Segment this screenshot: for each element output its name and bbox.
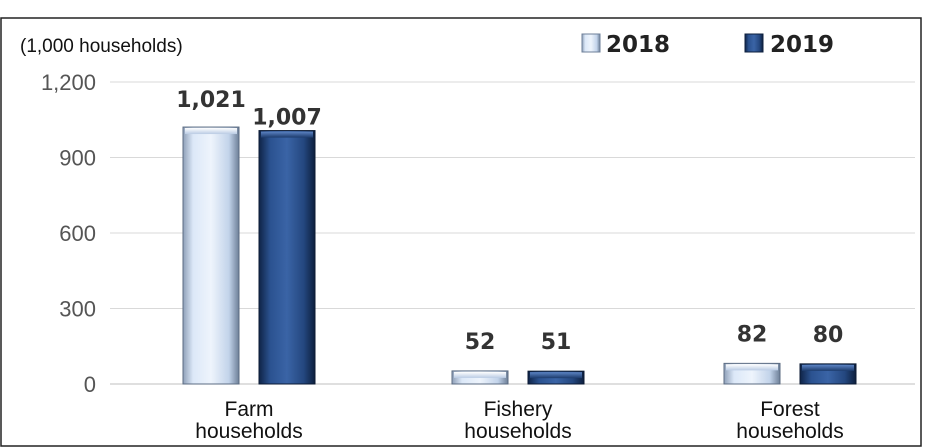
category-labels: Farm households Fishery households Forest hou… bbox=[195, 398, 843, 443]
value-label-2019-2: 80 bbox=[813, 323, 844, 348]
category-label: Fishery households bbox=[464, 398, 571, 443]
category-label: Farm households bbox=[195, 398, 302, 443]
y-tick-label: 0 bbox=[84, 372, 96, 397]
y-tick-label: 600 bbox=[59, 221, 96, 246]
value-label-2019-1: 51 bbox=[541, 330, 572, 355]
bar-cap-2018-0 bbox=[185, 128, 237, 135]
bar-cap-2019-1 bbox=[530, 372, 582, 379]
gridlines bbox=[110, 81, 915, 385]
value-label-2018-1: 52 bbox=[465, 330, 496, 355]
bar-cap-2018-2 bbox=[726, 364, 778, 371]
bar-cap-2018-1 bbox=[454, 371, 506, 378]
bars bbox=[182, 126, 857, 385]
value-label-2018-2: 82 bbox=[737, 322, 768, 347]
legend-swatch-2019 bbox=[744, 33, 764, 53]
legend: 2018 2019 bbox=[581, 32, 834, 58]
bar-2019-0 bbox=[258, 130, 316, 385]
legend-label-2018: 2018 bbox=[606, 32, 670, 58]
legend-label-2019: 2019 bbox=[770, 32, 834, 58]
y-axis-ticks: 0 300 600 900 1,200 bbox=[41, 70, 96, 397]
y-tick-label: 1,200 bbox=[41, 70, 96, 95]
bar-cap-2019-2 bbox=[802, 364, 854, 371]
y-tick-label: 300 bbox=[59, 297, 96, 322]
category-label: Forest households bbox=[736, 398, 843, 443]
unit-label: (1,000 households) bbox=[20, 36, 183, 57]
chart-border bbox=[0, 17, 922, 447]
bar-cap-2019-0 bbox=[261, 131, 313, 138]
legend-swatch-2018 bbox=[581, 33, 601, 53]
value-label-2019-0: 1,007 bbox=[252, 106, 322, 131]
value-label-2018-0: 1,021 bbox=[176, 88, 246, 113]
y-tick-label: 900 bbox=[59, 146, 96, 171]
bar-2018-0 bbox=[182, 126, 240, 385]
